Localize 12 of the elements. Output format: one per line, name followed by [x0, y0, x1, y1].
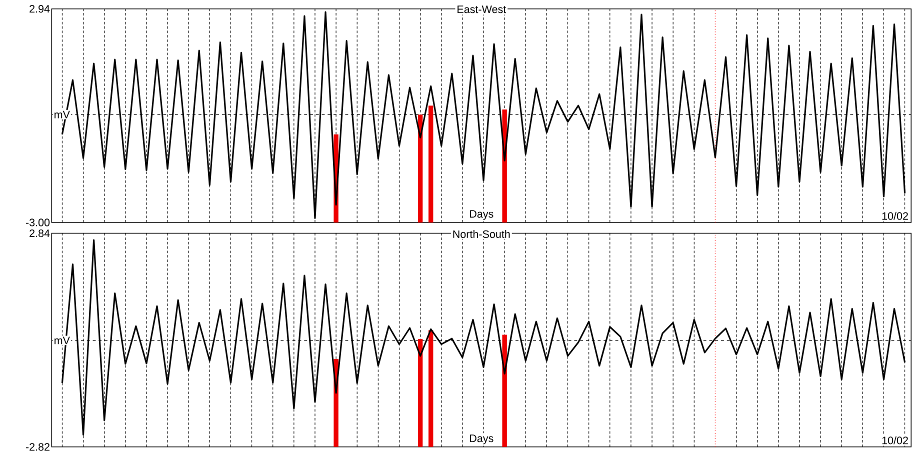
y-axis-title: mV: [54, 110, 70, 118]
annotation: 10/02: [882, 436, 908, 444]
x-axis-title: Days: [470, 434, 494, 444]
y-tick-label: 2.94: [30, 5, 50, 13]
annotation: 10/02: [882, 212, 908, 220]
x-axis-title: Days: [470, 210, 494, 220]
y-axis-title: mV: [54, 336, 70, 344]
chart-title: North-South: [453, 230, 510, 238]
y-tick-label: -3.00: [26, 218, 50, 226]
chart-title: East-West: [458, 6, 506, 14]
y-tick-label: -2.82: [26, 443, 50, 451]
y-tick-label: 2.84: [30, 230, 50, 238]
